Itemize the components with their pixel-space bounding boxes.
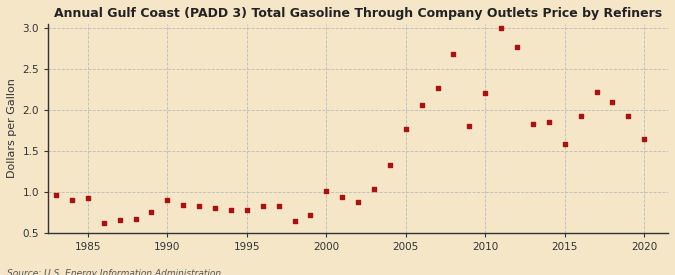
Point xyxy=(289,219,300,223)
Point xyxy=(210,206,221,210)
Point xyxy=(543,120,554,124)
Point xyxy=(321,189,331,193)
Point xyxy=(305,213,316,218)
Point xyxy=(257,203,268,208)
Point xyxy=(400,126,411,131)
Point xyxy=(194,204,205,208)
Point xyxy=(495,26,506,30)
Point xyxy=(591,90,602,94)
Point xyxy=(353,200,364,204)
Point xyxy=(464,124,475,128)
Point xyxy=(448,52,459,56)
Point xyxy=(575,113,586,118)
Point xyxy=(225,207,236,212)
Point xyxy=(385,163,396,167)
Point xyxy=(512,45,522,49)
Point xyxy=(623,113,634,118)
Point xyxy=(114,218,125,222)
Text: Source: U.S. Energy Information Administration: Source: U.S. Energy Information Administ… xyxy=(7,269,221,275)
Point xyxy=(162,198,173,202)
Point xyxy=(369,187,379,191)
Point xyxy=(416,103,427,107)
Point xyxy=(82,196,93,200)
Point xyxy=(273,204,284,208)
Point xyxy=(480,91,491,96)
Y-axis label: Dollars per Gallon: Dollars per Gallon xyxy=(7,78,17,178)
Point xyxy=(51,193,61,197)
Point xyxy=(607,100,618,104)
Point xyxy=(67,198,78,202)
Point xyxy=(528,122,539,126)
Point xyxy=(99,221,109,225)
Title: Annual Gulf Coast (PADD 3) Total Gasoline Through Company Outlets Price by Refin: Annual Gulf Coast (PADD 3) Total Gasolin… xyxy=(54,7,662,20)
Point xyxy=(432,86,443,90)
Point xyxy=(242,207,252,212)
Point xyxy=(178,202,188,207)
Point xyxy=(560,142,570,146)
Point xyxy=(130,216,141,221)
Point xyxy=(639,137,649,141)
Point xyxy=(337,194,348,199)
Point xyxy=(146,210,157,214)
